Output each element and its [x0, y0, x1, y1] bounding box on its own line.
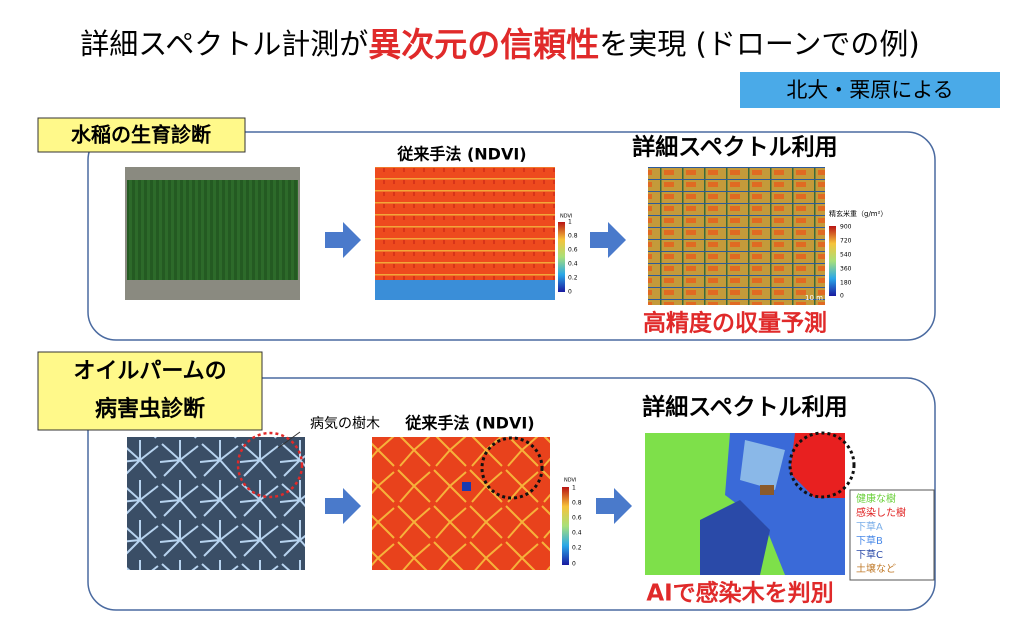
tick: 0 [840, 293, 844, 300]
colorbar [562, 487, 569, 565]
annotation-line [277, 431, 301, 449]
section-box [87, 377, 936, 611]
section-box [87, 131, 936, 341]
section-label: 病害虫診断 [95, 396, 205, 422]
result: 高精度の収量予測 [643, 310, 827, 337]
tick: 720 [840, 238, 852, 245]
tick: 0 [568, 289, 572, 296]
tick: 0 [572, 561, 576, 568]
highlight-circle [236, 431, 304, 499]
colorbar-ticks: 1 0.8 0.6 0.4 0.2 0 [572, 485, 582, 568]
legend-item: 健康な樹 [856, 492, 896, 505]
colorbar-ticks: 1 0.8 0.6 0.4 0.2 0 [568, 219, 578, 296]
section-label-box [37, 351, 263, 431]
caption: 従来手法 (NDVI) [404, 414, 534, 433]
arrow [596, 488, 632, 524]
colorbar [829, 226, 836, 296]
caption: 詳細スペクトル利用 [642, 394, 847, 421]
class-region [740, 440, 785, 490]
tick: 0.6 [572, 515, 582, 522]
tick: 1 [572, 485, 576, 492]
tick: 1 [568, 219, 572, 226]
tick: 0.4 [568, 261, 578, 268]
rgb-image [127, 437, 305, 570]
tick: 0.2 [572, 545, 582, 552]
legend: 健康な樹 感染した樹 下草A 下草B 下草C 土壌など [856, 492, 906, 575]
class-region [790, 433, 845, 498]
legend-box [849, 489, 935, 581]
ndvi-spot [462, 482, 471, 491]
title-highlight: 異次元の信頼性 [368, 25, 599, 64]
arrow [590, 222, 626, 258]
spectral-image [648, 167, 825, 305]
colorbar [558, 222, 565, 292]
title-text: 詳細スペクトル計測が [80, 27, 368, 61]
rgb-field [127, 180, 298, 280]
legend-item: 下草C [856, 549, 883, 561]
section-label-box [37, 117, 246, 153]
tick: 0.6 [568, 247, 578, 254]
caption: 詳細スペクトル利用 [632, 134, 837, 161]
tick: 540 [840, 252, 852, 259]
tick: 0.2 [568, 275, 578, 282]
slide-title: 詳細スペクトル計測が異次元の信頼性を実現 (ドローンでの例) [80, 25, 919, 64]
tick: 180 [840, 280, 852, 287]
scale-bar: 10 m [805, 294, 823, 302]
colorbar-title: NDVI [564, 478, 576, 484]
caption: 従来手法 (NDVI) [396, 145, 526, 164]
ndvi-image [372, 437, 550, 570]
credit-badge [740, 72, 1000, 108]
tick: 0.8 [572, 500, 582, 507]
tick: 900 [840, 224, 852, 231]
result: AIで感染木を判別 [646, 580, 833, 607]
annotation: 病気の樹木 [310, 416, 380, 432]
ndvi-image [375, 167, 555, 300]
colorbar-title: NDVI [560, 214, 572, 220]
class-region [700, 500, 770, 575]
legend-item: 土壌など [856, 562, 896, 575]
ndvi-image-edge [375, 280, 555, 300]
legend-item: 下草A [856, 521, 883, 533]
tick: 0.8 [568, 233, 578, 240]
section-label: オイルパームの [73, 359, 226, 384]
arrow [325, 488, 361, 524]
tick: 360 [840, 266, 852, 273]
tick: 0.4 [572, 530, 582, 537]
title-text: を実現 (ドローンでの例) [599, 27, 919, 61]
class-region [760, 485, 774, 495]
colorbar-ticks: 900 720 540 360 180 0 [840, 224, 852, 300]
section-label: 水稲の生育診断 [71, 123, 211, 147]
arrow [325, 222, 361, 258]
credit: 北大・栗原による [786, 78, 953, 102]
highlight-circle [480, 436, 544, 500]
highlight-circle [788, 431, 856, 499]
legend-item: 下草B [856, 535, 883, 547]
legend-item: 感染した樹 [856, 506, 906, 519]
colorbar-title: 精玄米重（g/m²） [829, 209, 887, 218]
